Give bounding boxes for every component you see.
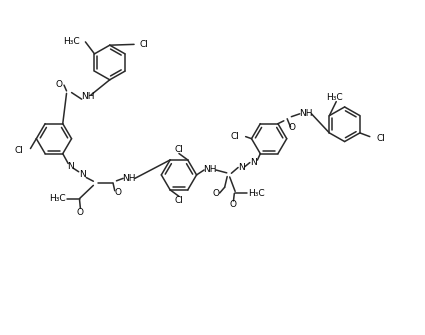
Text: Cl: Cl bbox=[376, 134, 385, 143]
Text: Cl: Cl bbox=[15, 146, 24, 155]
Text: H₃C: H₃C bbox=[49, 194, 66, 203]
Text: H₃C: H₃C bbox=[326, 93, 343, 102]
Text: O: O bbox=[289, 123, 296, 132]
Text: Cl: Cl bbox=[175, 196, 183, 205]
Text: N: N bbox=[238, 163, 245, 172]
Text: NH: NH bbox=[203, 165, 217, 175]
Text: N: N bbox=[79, 170, 85, 179]
Text: H₃C: H₃C bbox=[248, 189, 264, 198]
Text: NH: NH bbox=[81, 92, 94, 101]
Text: Cl: Cl bbox=[230, 132, 239, 141]
Text: Cl: Cl bbox=[140, 40, 149, 49]
Text: N: N bbox=[250, 158, 257, 167]
Text: O: O bbox=[76, 208, 83, 217]
Text: O: O bbox=[56, 80, 62, 89]
Text: Cl: Cl bbox=[175, 145, 183, 154]
Text: H₃C: H₃C bbox=[63, 37, 79, 46]
Text: O: O bbox=[115, 188, 122, 197]
Text: O: O bbox=[213, 189, 220, 198]
Text: NH: NH bbox=[122, 174, 136, 183]
Text: N: N bbox=[67, 161, 74, 171]
Text: O: O bbox=[230, 200, 237, 209]
Text: NH: NH bbox=[299, 109, 312, 118]
